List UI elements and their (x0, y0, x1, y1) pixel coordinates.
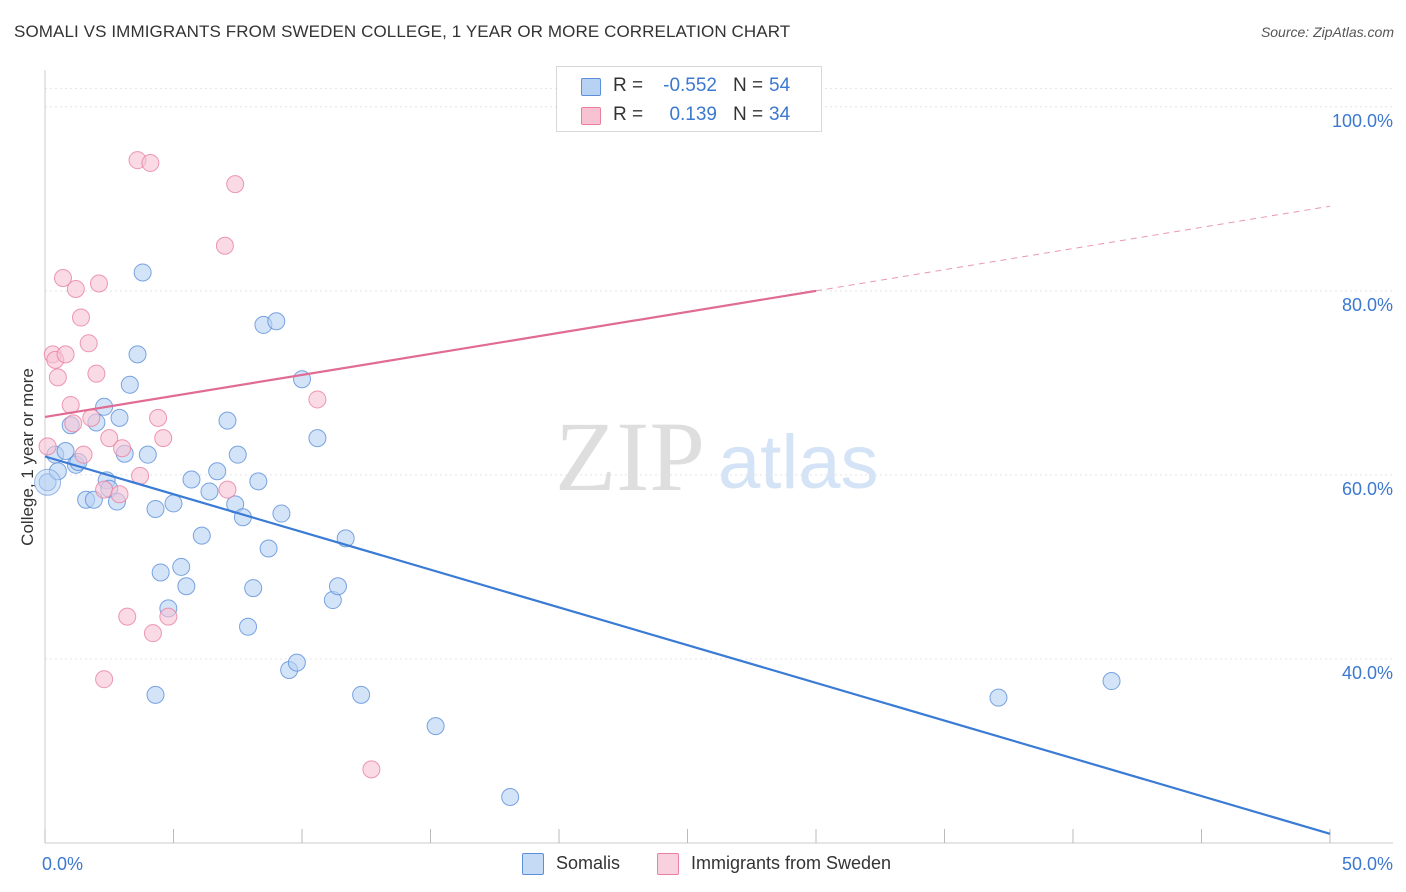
data-point (192, 526, 211, 545)
sweden-swatch (581, 107, 601, 125)
data-point (95, 670, 114, 689)
source-label: Source: ZipAtlas.com (1260, 24, 1394, 40)
data-point (143, 624, 162, 643)
data-point (48, 368, 67, 387)
legend-row-somalis: R = -0.552 N = 54 (557, 71, 821, 101)
data-point (110, 485, 129, 504)
data-point (128, 345, 147, 364)
legend-row-sweden: R = 0.139 N = 34 (557, 100, 821, 130)
data-point (38, 437, 57, 456)
data-point (362, 760, 381, 779)
series-somalis (38, 263, 1121, 806)
r-value-somalis: -0.552 (663, 75, 717, 96)
data-point (66, 280, 85, 299)
data-point (146, 685, 165, 704)
data-point (133, 263, 152, 282)
r-label: R = (613, 104, 644, 125)
n-value-somalis: 54 (769, 75, 791, 96)
r-label: R = (613, 75, 644, 96)
data-point (989, 688, 1008, 707)
data-point (239, 617, 258, 636)
data-point (501, 787, 520, 806)
data-point (56, 345, 75, 364)
somalis-swatch (581, 78, 601, 96)
y-tick-label: 100.0% (1332, 111, 1393, 131)
data-point (79, 334, 98, 353)
data-point (228, 445, 247, 464)
watermark-atlas: atlas (718, 420, 879, 505)
y-tick-label: 80.0% (1342, 295, 1393, 315)
data-point (154, 429, 173, 448)
data-point (267, 312, 286, 331)
data-point (287, 653, 306, 672)
data-point (74, 445, 93, 464)
trend-line-somalis (44, 455, 1331, 835)
data-point (110, 408, 129, 427)
data-point (308, 429, 327, 448)
data-point (259, 539, 278, 558)
data-point (120, 375, 139, 394)
data-point (249, 472, 268, 491)
sweden-legend-swatch (657, 853, 679, 875)
data-point (218, 411, 237, 430)
data-point (56, 441, 75, 460)
data-point (146, 499, 165, 518)
data-point (71, 308, 90, 327)
n-label: N = (733, 75, 764, 96)
data-point (89, 274, 108, 293)
n-value-sweden: 34 (769, 104, 791, 125)
data-point (53, 268, 72, 287)
n-label: N = (733, 104, 764, 125)
trend-line-sweden (44, 289, 817, 419)
data-point (200, 482, 219, 501)
data-point (215, 236, 234, 255)
data-point (82, 408, 101, 427)
legend-label-somalis: Somalis (556, 853, 621, 873)
data-point (151, 563, 170, 582)
data-point (426, 717, 445, 736)
data-point (159, 607, 178, 626)
x-tick-label: 0.0% (42, 854, 83, 874)
y-tick-label: 60.0% (1342, 479, 1393, 499)
data-point (308, 390, 327, 409)
somalis-legend-swatch (522, 853, 544, 875)
data-point-large (34, 468, 62, 496)
chart-title: SOMALI VS IMMIGRANTS FROM SWEDEN COLLEGE… (14, 22, 791, 41)
data-point (1102, 672, 1121, 691)
y-tick-label: 40.0% (1342, 663, 1393, 683)
data-point (177, 577, 196, 596)
data-point (328, 577, 347, 596)
data-point (352, 685, 371, 704)
r-value-sweden: 0.139 (669, 104, 717, 125)
data-point (138, 445, 157, 464)
data-point (172, 557, 191, 576)
data-point (272, 504, 291, 523)
data-point (208, 462, 227, 481)
y-axis-label: College, 1 year or more (18, 368, 37, 546)
data-point (182, 470, 201, 489)
data-point (100, 429, 119, 448)
data-point (87, 364, 106, 383)
data-point (141, 153, 160, 172)
data-point (149, 408, 168, 427)
data-point (244, 579, 263, 598)
data-point (226, 175, 245, 194)
watermark-zip: ZIP (555, 401, 705, 512)
data-point (113, 439, 132, 458)
correlation-legend: R = -0.552 N = 54 R = 0.139 N = 34 (556, 66, 822, 132)
data-point (95, 480, 114, 499)
data-point (218, 480, 237, 499)
data-point (164, 494, 183, 513)
data-point (64, 414, 83, 433)
data-point (118, 607, 137, 626)
x-tick-label: 50.0% (1342, 854, 1393, 874)
legend-label-sweden: Immigrants from Sweden (691, 853, 892, 873)
trend-line-sweden (815, 205, 1331, 292)
